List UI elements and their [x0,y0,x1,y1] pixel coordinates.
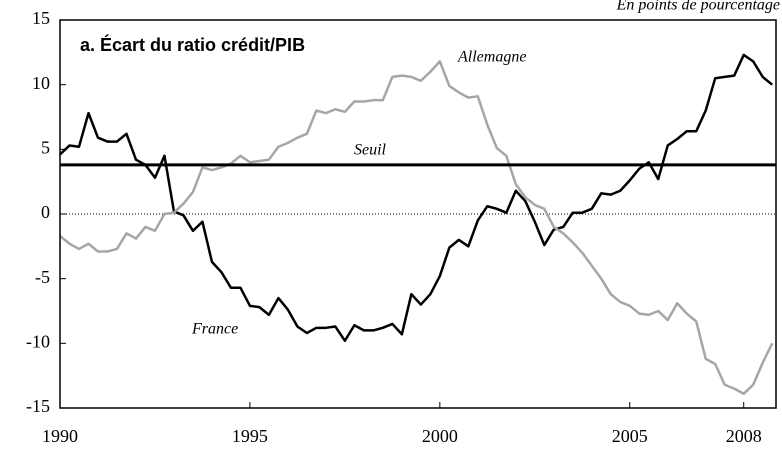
x-tick-label: 1990 [42,426,78,446]
x-tick-label: 1995 [232,426,268,446]
x-tick-label: 2000 [422,426,458,446]
y-tick-label: 10 [32,73,50,93]
series-line [59,60,774,396]
x-tick-label: 2008 [726,426,762,446]
y-tick-label: 0 [41,202,50,222]
y-tick-label: 15 [32,8,50,28]
series-line [59,53,773,342]
y-tick-label: 5 [41,137,50,157]
series-label: Allemagne [457,49,526,66]
series-label: France [191,321,238,338]
x-tick-label: 2005 [612,426,648,446]
chart-title: a. Écart du ratio crédit/PIB [80,34,305,55]
threshold-label: Seuil [354,142,387,159]
chart-subtitle: En points de pourcentage [616,0,780,14]
y-tick-label: -15 [26,396,50,416]
y-tick-label: -5 [35,267,50,287]
y-tick-label: -10 [26,331,50,351]
plot-frame [59,19,777,409]
